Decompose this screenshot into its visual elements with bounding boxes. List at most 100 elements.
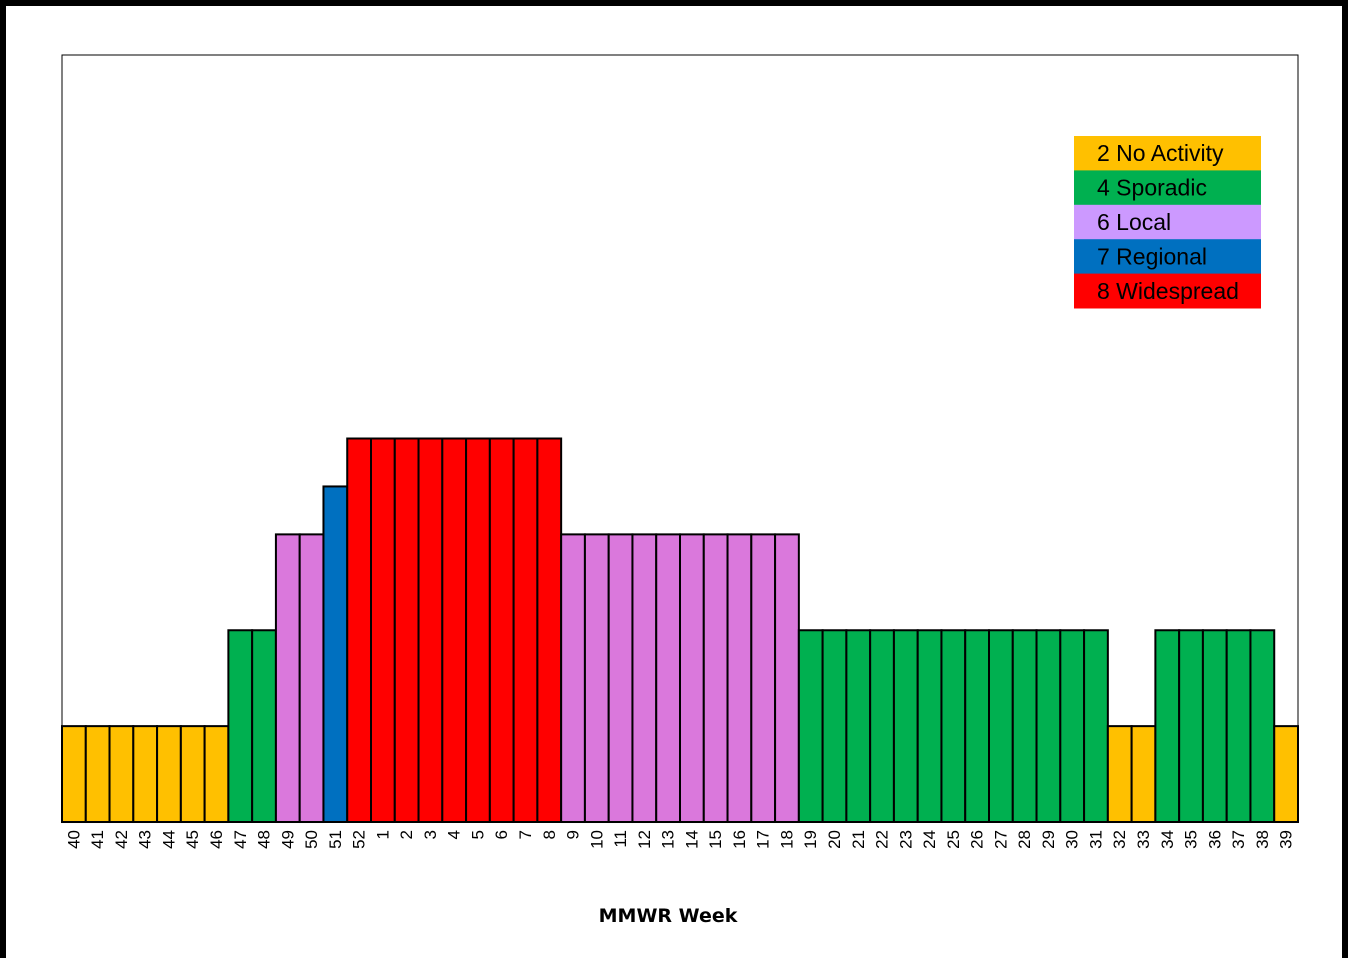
bar-week-3 <box>417 437 444 823</box>
bar-week-22 <box>869 629 895 823</box>
bar-week-8 <box>536 437 563 823</box>
bar-week-25 <box>940 629 967 823</box>
bar-week-6 <box>488 437 515 823</box>
legend-swatch-regional <box>1074 239 1261 275</box>
x-tick-label: 39 <box>1277 830 1296 849</box>
x-tick-label: 47 <box>231 830 250 849</box>
bar-week-45 <box>179 725 206 824</box>
legend-swatch-widespread <box>1074 273 1261 309</box>
x-tick-label: 43 <box>136 830 155 849</box>
x-tick-label: 17 <box>754 830 773 849</box>
bar-week-44 <box>156 725 182 824</box>
x-tick-label: 41 <box>88 830 107 849</box>
x-tick-label: 21 <box>849 830 868 849</box>
x-tick-label: 49 <box>278 830 297 849</box>
x-tick-labels: 40 41 42 43 44 45 46 47 48 49 50 51 52 1 2 3 4 5 6 7 8 9 10 11 1… <box>64 830 1295 849</box>
bar-week-39 <box>1273 725 1299 824</box>
activity-level-chart: 40 41 42 43 44 45 46 47 48 49 50 51 52 1 2 3 4 5 6 7 8 9 10 11 1… <box>61 54 1299 927</box>
legend-entry-local: 6 Local <box>1097 209 1171 235</box>
bar-week-12 <box>631 533 658 824</box>
bar-week-15 <box>702 533 729 824</box>
x-tick-label: 5 <box>468 830 487 839</box>
bar-week-10 <box>583 533 610 824</box>
bar-week-9 <box>560 533 586 824</box>
legend-entry-widespread: 8 Widespread <box>1097 278 1239 304</box>
bar-week-20 <box>821 629 848 823</box>
x-tick-label: 7 <box>516 830 535 839</box>
x-tick-label: 16 <box>730 830 749 849</box>
x-tick-label: 35 <box>1182 830 1201 849</box>
x-tick-label: 6 <box>492 830 511 839</box>
x-tick-label: 4 <box>445 830 464 839</box>
bar-week-51 <box>322 485 349 823</box>
bar-week-47 <box>227 629 254 823</box>
bar-week-27 <box>988 629 1014 823</box>
x-tick-label: 19 <box>801 830 820 849</box>
x-tick-label: 52 <box>350 830 369 849</box>
x-tick-label: 22 <box>873 830 892 849</box>
x-tick-label: 48 <box>255 830 274 849</box>
bar-week-48 <box>251 629 277 823</box>
bar-week-49 <box>274 533 301 824</box>
legend-entry-sporadic: 4 Sporadic <box>1097 175 1207 201</box>
x-tick-label: 23 <box>896 830 915 849</box>
x-tick-label: 37 <box>1229 830 1248 849</box>
bar-week-50 <box>298 533 325 824</box>
x-tick-label: 12 <box>635 830 654 849</box>
x-tick-label: 24 <box>920 830 939 849</box>
x-tick-label: 46 <box>207 830 226 849</box>
x-tick-label: 45 <box>183 830 202 849</box>
bar-week-46 <box>203 725 230 824</box>
bar-week-23 <box>892 629 919 823</box>
x-tick-label: 13 <box>659 830 678 849</box>
bar-week-40 <box>61 725 87 824</box>
x-tick-label: 18 <box>777 830 796 849</box>
x-tick-label: 29 <box>1039 830 1058 849</box>
bar-week-34 <box>1154 629 1181 823</box>
x-tick-label: 27 <box>991 830 1010 849</box>
legend-swatch-sporadic <box>1074 170 1261 206</box>
bar-week-33 <box>1130 725 1157 824</box>
bar-week-30 <box>1059 629 1086 823</box>
x-tick-label: 9 <box>564 830 583 839</box>
x-tick-label: 8 <box>540 830 559 839</box>
bar-week-38 <box>1249 629 1276 823</box>
x-tick-label: 2 <box>397 830 416 839</box>
bar-week-2 <box>393 437 420 823</box>
x-tick-label: 31 <box>1086 830 1105 849</box>
bar-week-21 <box>845 629 872 823</box>
bar-week-42 <box>108 725 135 824</box>
bar-week-5 <box>465 437 491 823</box>
x-tick-label: 33 <box>1134 830 1153 849</box>
legend-entry-no-activity: 2 No Activity <box>1097 140 1224 166</box>
bar-week-14 <box>679 533 705 824</box>
x-tick-label: 14 <box>682 830 701 849</box>
bar-week-52 <box>346 437 373 823</box>
x-tick-label: 20 <box>825 830 844 849</box>
x-tick-label: 51 <box>326 830 345 849</box>
bar-week-35 <box>1178 629 1204 823</box>
bar-week-13 <box>655 533 681 824</box>
x-tick-label: 28 <box>1015 830 1034 849</box>
x-tick-label: 1 <box>373 830 392 839</box>
x-tick-label: 42 <box>112 830 131 849</box>
legend-swatch-local <box>1074 204 1261 240</box>
bar-week-18 <box>774 533 800 824</box>
x-tick-label: 40 <box>64 830 83 849</box>
legend: 2 No Activity 4 Sporadic 6 Local 7 Regional… <box>1074 136 1261 309</box>
x-tick-label: 44 <box>159 830 178 849</box>
bar-week-26 <box>964 629 990 823</box>
bar-week-11 <box>607 533 634 824</box>
bar-week-41 <box>84 725 111 824</box>
bar-week-24 <box>916 629 943 823</box>
bar-week-17 <box>750 533 777 824</box>
bar-week-32 <box>1106 725 1133 824</box>
x-tick-label: 38 <box>1253 830 1272 849</box>
x-axis-label: MMWR Week <box>599 905 738 927</box>
x-tick-label: 3 <box>421 830 440 839</box>
legend-swatch-no-activity <box>1074 136 1261 171</box>
x-tick-label: 36 <box>1205 830 1224 849</box>
bar-week-1 <box>370 437 396 823</box>
bar-week-19 <box>797 629 824 823</box>
